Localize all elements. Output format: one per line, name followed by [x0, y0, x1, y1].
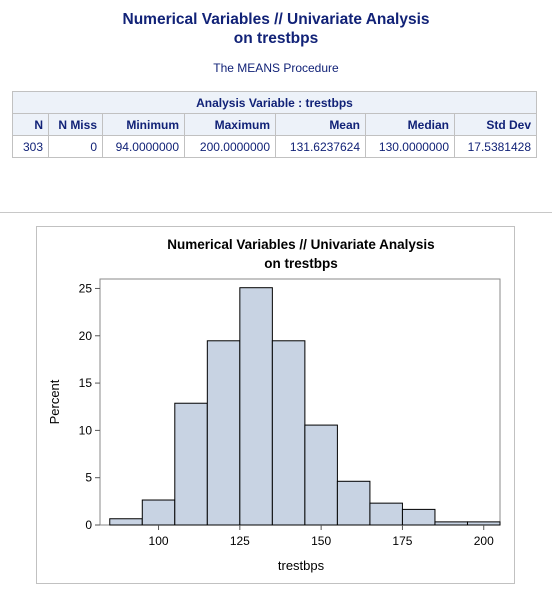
cell-minimum: 94.0000000	[102, 135, 185, 158]
x-tick-label: 200	[474, 534, 494, 548]
table-row: 303 0 94.0000000 200.0000000 131.6237624…	[12, 135, 537, 158]
cell-maximum: 200.0000000	[184, 135, 276, 158]
header-maximum: Maximum	[184, 113, 276, 136]
y-tick-label: 15	[79, 376, 93, 390]
y-tick-label: 5	[85, 471, 92, 485]
table-header-row: N N Miss Minimum Maximum Mean Median Std…	[12, 113, 537, 136]
histogram-bar	[336, 480, 371, 526]
y-tick-label: 25	[79, 281, 93, 295]
x-tick-label: 125	[230, 534, 250, 548]
histogram-bars	[109, 287, 501, 526]
cell-mean: 131.6237624	[275, 135, 366, 158]
report-title: Numerical Variables // Univariate Analys…	[0, 10, 552, 48]
x-tick-label: 150	[311, 534, 331, 548]
histogram-bar	[466, 521, 501, 526]
x-axis-label: trestbps	[278, 558, 325, 573]
x-axis: 100 125 150 175 200	[149, 525, 494, 548]
histogram-bar	[369, 502, 403, 526]
histogram-bar	[239, 287, 273, 526]
x-tick-label: 100	[149, 534, 169, 548]
histogram-bar	[304, 424, 338, 526]
cell-std-dev: 17.5381428	[454, 135, 537, 158]
report-title-line1: Numerical Variables // Univariate Analys…	[122, 11, 430, 28]
y-tick-label: 20	[79, 329, 93, 343]
header-n-miss: N Miss	[48, 113, 103, 136]
y-axis-label: Percent	[47, 379, 62, 424]
means-table: Analysis Variable : trestbps N N Miss Mi…	[12, 91, 537, 158]
x-tick-label: 175	[392, 534, 412, 548]
chart-subtitle: on trestbps	[264, 256, 338, 271]
y-axis: 0 5 10 15 20 25	[79, 281, 100, 532]
header-std-dev: Std Dev	[454, 113, 537, 136]
histogram-bar	[434, 521, 468, 526]
histogram-bar	[401, 508, 436, 526]
cell-median: 130.0000000	[365, 135, 455, 158]
header-median: Median	[365, 113, 455, 136]
y-tick-label: 10	[79, 423, 93, 437]
report-title-line2: on trestbps	[233, 30, 319, 47]
procedure-title: The MEANS Procedure	[213, 61, 339, 75]
cell-n-miss: 0	[48, 135, 103, 158]
y-tick-label: 0	[85, 518, 92, 532]
histogram-bar	[206, 340, 241, 526]
table-caption-row: Analysis Variable : trestbps	[12, 91, 537, 114]
header-minimum: Minimum	[102, 113, 185, 136]
histogram-panel: Numerical Variables // Univariate Analys…	[36, 226, 515, 584]
histogram-bar	[174, 402, 208, 526]
histogram-bar	[141, 499, 176, 526]
histogram-chart: Numerical Variables // Univariate Analys…	[47, 237, 501, 573]
section-divider	[0, 212, 552, 213]
header-mean: Mean	[275, 113, 366, 136]
chart-title: Numerical Variables // Univariate Analys…	[167, 237, 434, 252]
analysis-variable-caption: Analysis Variable : trestbps	[12, 91, 537, 114]
histogram-bar	[271, 340, 306, 526]
header-n: N	[12, 113, 49, 136]
cell-n: 303	[12, 135, 49, 158]
histogram-bar	[109, 518, 143, 526]
